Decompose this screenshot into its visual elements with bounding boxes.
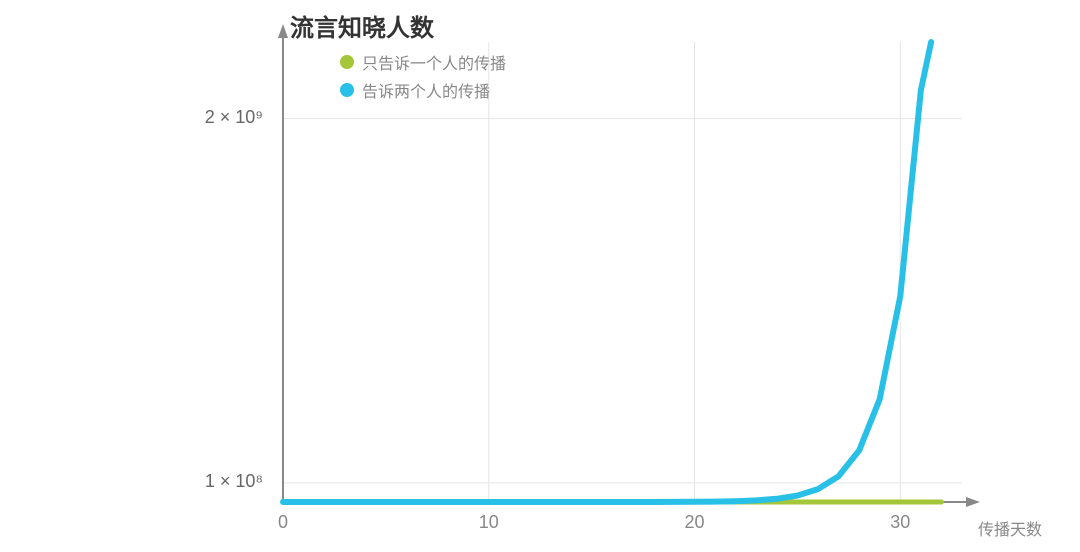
legend-item-0: 只告诉一个人的传播 <box>340 50 506 74</box>
y-axis-arrow <box>278 24 288 38</box>
x-tick-label: 0 <box>253 512 313 533</box>
x-tick-label: 20 <box>665 512 725 533</box>
x-tick-label: 10 <box>459 512 519 533</box>
x-axis-arrow <box>966 497 980 507</box>
x-axis-label: 传播天数 <box>978 516 1042 540</box>
legend-dot-0 <box>340 55 354 69</box>
y-tick-label: 2 × 10⁹ <box>163 107 263 128</box>
y-tick-label: 1 × 10⁸ <box>163 471 263 492</box>
x-tick-label: 30 <box>870 512 930 533</box>
legend-label-1: 告诉两个人的传播 <box>362 78 490 102</box>
chart-svg <box>0 0 1080 552</box>
chart-title: 流言知晓人数 <box>290 8 434 43</box>
legend-dot-1 <box>340 83 354 97</box>
legend-item-1: 告诉两个人的传播 <box>340 78 506 102</box>
legend-label-0: 只告诉一个人的传播 <box>362 50 506 74</box>
series-line-1 <box>283 42 931 502</box>
chart-container: 流言知晓人数 只告诉一个人的传播 告诉两个人的传播 传播天数 0 10 20 30 1… <box>0 0 1080 552</box>
legend: 只告诉一个人的传播 告诉两个人的传播 <box>340 50 506 106</box>
